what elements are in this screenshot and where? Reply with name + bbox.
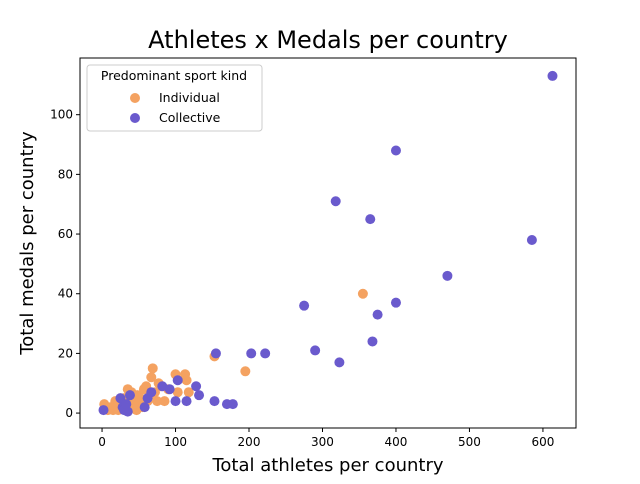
scatter-point-collective — [170, 396, 181, 407]
scatter-point-collective — [367, 336, 378, 347]
x-tick-label: 400 — [385, 435, 408, 449]
scatter-point-collective — [310, 345, 321, 356]
y-tick-label: 40 — [58, 287, 73, 301]
scatter-point-collective — [330, 196, 341, 207]
scatter-point-individual — [181, 375, 192, 386]
scatter-point-collective — [146, 387, 157, 398]
scatter-point-collective — [246, 348, 257, 359]
scatter-point-collective — [139, 402, 150, 413]
scatter-point-collective — [172, 375, 183, 386]
scatter-point-individual — [159, 396, 170, 407]
scatter-point-individual — [152, 396, 163, 407]
legend-marker-collective — [130, 113, 140, 123]
scatter-point-collective — [122, 406, 133, 417]
legend-title: Predominant sport kind — [101, 68, 247, 83]
scatter-point-individual — [240, 366, 251, 377]
y-tick-label: 60 — [58, 227, 73, 241]
legend: Predominant sport kind Individual Collec… — [86, 64, 263, 132]
y-tick-label: 20 — [58, 346, 73, 360]
legend-marker-individual — [130, 93, 140, 103]
legend-box — [86, 64, 263, 132]
scatter-point-collective — [121, 399, 132, 410]
y-tick-label: 80 — [58, 167, 73, 181]
scatter-point-collective — [98, 405, 109, 416]
scatter-point-collective — [164, 384, 175, 395]
x-tick-label: 0 — [98, 435, 106, 449]
y-axis-label: Total medals per country — [17, 131, 38, 356]
scatter-point-collective — [209, 396, 220, 407]
scatter-point-individual — [146, 372, 157, 383]
scatter-point-collective — [260, 348, 271, 359]
scatter-point-collective — [390, 145, 401, 156]
legend-label-individual: Individual — [159, 90, 220, 105]
scatter-point-collective — [124, 390, 135, 401]
scatter-point-individual — [357, 288, 368, 299]
scatter-point-individual — [172, 387, 183, 398]
scatter-point-collective — [372, 309, 383, 320]
scatter-point-individual — [147, 363, 158, 374]
scatter-point-collective — [194, 390, 205, 401]
scatter-point-individual — [183, 387, 194, 398]
data-points — [98, 70, 558, 417]
y-tick-label: 0 — [65, 406, 73, 420]
plot-frame — [79, 57, 577, 429]
scatter-point-collective — [181, 396, 192, 407]
x-tick-label: 200 — [238, 435, 261, 449]
scatter-point-collective — [365, 214, 376, 225]
x-axis: 0 100 200 300 400 500 600 — [98, 428, 554, 449]
y-tick-label: 100 — [50, 108, 73, 122]
scatter-point-collective — [526, 235, 537, 246]
x-tick-label: 500 — [458, 435, 481, 449]
x-tick-label: 100 — [164, 435, 187, 449]
scatter-point-collective — [191, 381, 202, 392]
legend-label-collective: Collective — [159, 110, 221, 125]
scatter-point-collective — [210, 348, 221, 359]
x-tick-label: 600 — [531, 435, 554, 449]
scatter-point-collective — [299, 300, 310, 311]
scatter-point-collective — [334, 357, 345, 368]
scatter-point-collective — [227, 399, 238, 410]
x-tick-label: 300 — [311, 435, 334, 449]
x-axis-label: Total athletes per country — [211, 455, 443, 476]
scatter-point-collective — [442, 270, 453, 281]
chart-title: Athletes x Medals per country — [148, 26, 508, 54]
scatter-point-collective — [547, 70, 558, 81]
scatter-point-collective — [390, 297, 401, 308]
y-axis: 0 20 40 60 80 100 — [50, 108, 80, 420]
